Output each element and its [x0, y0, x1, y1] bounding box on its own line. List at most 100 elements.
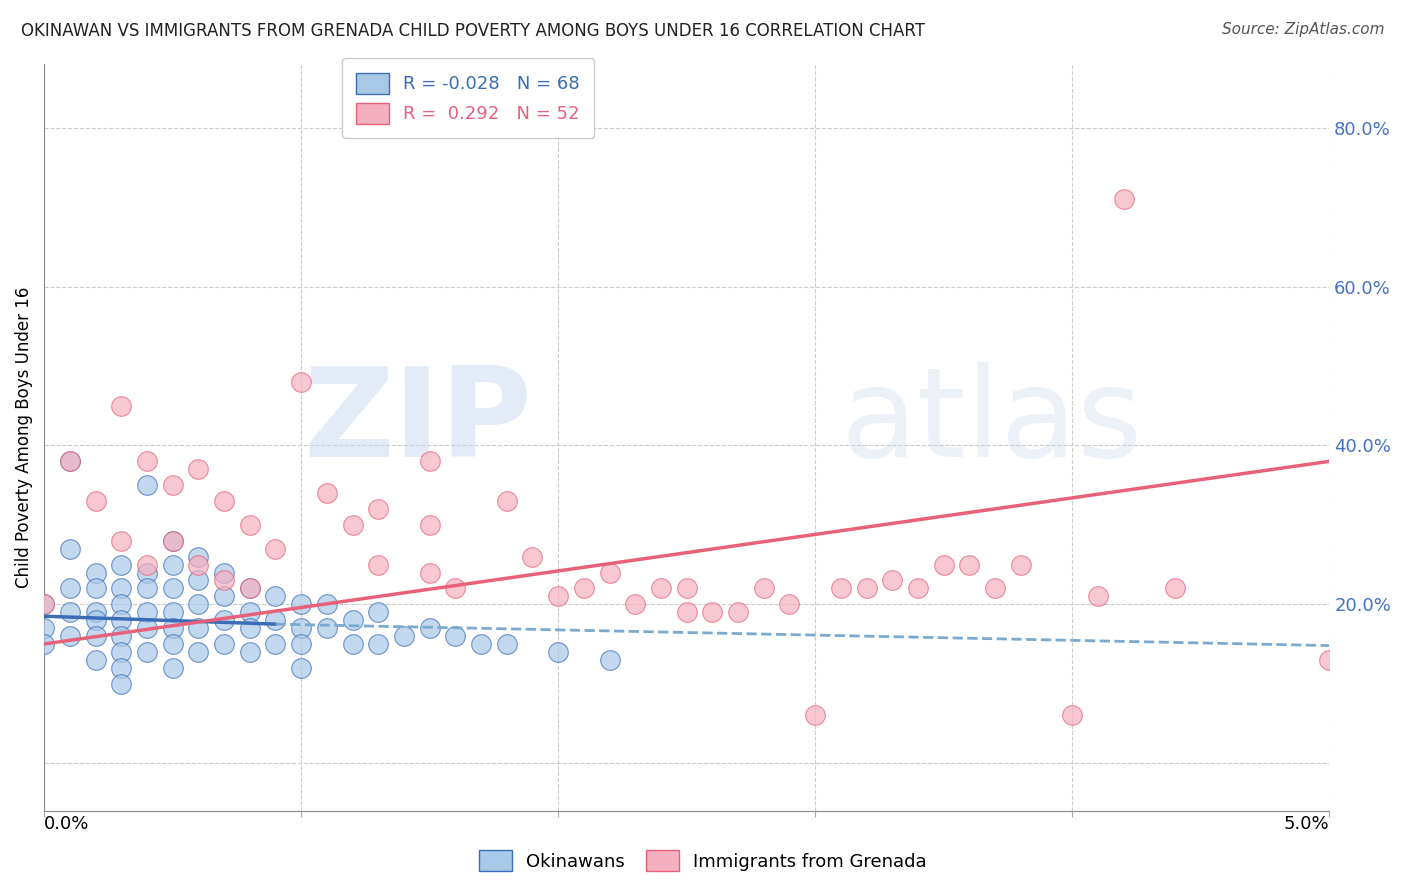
- Text: 5.0%: 5.0%: [1284, 814, 1329, 833]
- Point: [110, 399, 132, 413]
- Point: [572, 582, 595, 596]
- Point: [84, 494, 107, 508]
- Point: [59, 454, 82, 468]
- Point: [342, 613, 364, 627]
- Point: [187, 621, 209, 635]
- Point: [1317, 653, 1340, 667]
- Point: [32, 637, 55, 651]
- Point: [110, 661, 132, 675]
- Point: [239, 605, 262, 619]
- Point: [624, 597, 647, 611]
- Point: [367, 502, 389, 516]
- Point: [290, 637, 312, 651]
- Point: [239, 517, 262, 532]
- Point: [315, 597, 337, 611]
- Point: [342, 637, 364, 651]
- Point: [84, 582, 107, 596]
- Point: [135, 454, 157, 468]
- Point: [135, 605, 157, 619]
- Text: 0.0%: 0.0%: [44, 814, 90, 833]
- Point: [59, 605, 82, 619]
- Text: ZIP: ZIP: [304, 362, 533, 483]
- Point: [135, 621, 157, 635]
- Point: [110, 613, 132, 627]
- Point: [110, 629, 132, 643]
- Point: [419, 454, 441, 468]
- Point: [135, 558, 157, 572]
- Point: [59, 582, 82, 596]
- Point: [599, 653, 621, 667]
- Point: [599, 566, 621, 580]
- Point: [264, 541, 287, 556]
- Point: [84, 566, 107, 580]
- Point: [162, 621, 184, 635]
- Point: [264, 613, 287, 627]
- Point: [1062, 708, 1084, 723]
- Point: [212, 494, 235, 508]
- Point: [547, 590, 569, 604]
- Point: [675, 582, 697, 596]
- Point: [470, 637, 492, 651]
- Point: [932, 558, 955, 572]
- Point: [162, 478, 184, 492]
- Point: [727, 605, 749, 619]
- Point: [290, 621, 312, 635]
- Point: [650, 582, 672, 596]
- Text: OKINAWAN VS IMMIGRANTS FROM GRENADA CHILD POVERTY AMONG BOYS UNDER 16 CORRELATIO: OKINAWAN VS IMMIGRANTS FROM GRENADA CHIL…: [21, 22, 925, 40]
- Point: [779, 597, 801, 611]
- Point: [162, 661, 184, 675]
- Point: [135, 478, 157, 492]
- Point: [239, 645, 262, 659]
- Point: [392, 629, 415, 643]
- Point: [212, 574, 235, 588]
- Point: [84, 653, 107, 667]
- Point: [84, 613, 107, 627]
- Point: [32, 597, 55, 611]
- Point: [367, 558, 389, 572]
- Point: [957, 558, 980, 572]
- Point: [1087, 590, 1109, 604]
- Point: [419, 566, 441, 580]
- Point: [162, 533, 184, 548]
- Point: [444, 582, 467, 596]
- Point: [315, 486, 337, 500]
- Point: [187, 558, 209, 572]
- Legend: Okinawans, Immigrants from Grenada: Okinawans, Immigrants from Grenada: [472, 843, 934, 879]
- Point: [84, 629, 107, 643]
- Point: [702, 605, 724, 619]
- Text: atlas: atlas: [841, 362, 1143, 483]
- Legend: R = -0.028   N = 68, R =  0.292   N = 52: R = -0.028 N = 68, R = 0.292 N = 52: [342, 58, 595, 138]
- Point: [444, 629, 467, 643]
- Point: [239, 582, 262, 596]
- Point: [290, 597, 312, 611]
- Point: [984, 582, 1007, 596]
- Point: [187, 549, 209, 564]
- Point: [162, 558, 184, 572]
- Point: [264, 637, 287, 651]
- Point: [264, 590, 287, 604]
- Point: [367, 605, 389, 619]
- Point: [110, 582, 132, 596]
- Point: [1010, 558, 1032, 572]
- Point: [804, 708, 827, 723]
- Point: [830, 582, 852, 596]
- Point: [212, 566, 235, 580]
- Point: [495, 637, 517, 651]
- Point: [752, 582, 775, 596]
- Point: [187, 597, 209, 611]
- Point: [162, 533, 184, 548]
- Point: [547, 645, 569, 659]
- Point: [290, 661, 312, 675]
- Point: [135, 566, 157, 580]
- Point: [135, 645, 157, 659]
- Point: [162, 605, 184, 619]
- Point: [59, 541, 82, 556]
- Point: [187, 645, 209, 659]
- Point: [239, 621, 262, 635]
- Point: [315, 621, 337, 635]
- Point: [419, 621, 441, 635]
- Point: [32, 621, 55, 635]
- Point: [110, 676, 132, 690]
- Point: [59, 454, 82, 468]
- Point: [212, 590, 235, 604]
